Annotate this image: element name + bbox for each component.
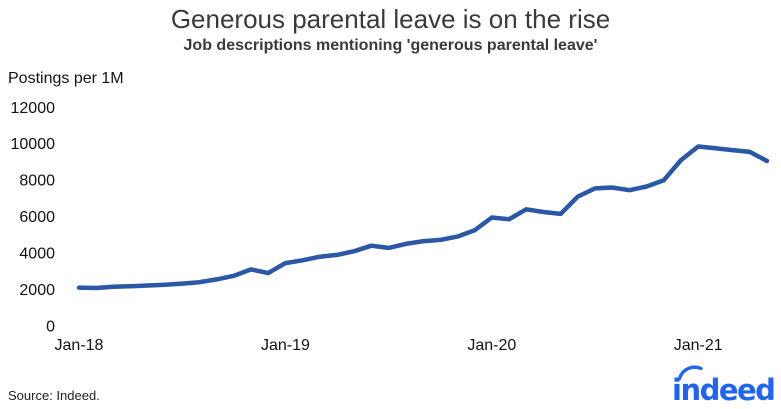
chart-subtitle: Job descriptions mentioning 'generous pa… [183,37,598,54]
indeed-logo: indeed [663,363,779,407]
y-tick-label: 0 [46,318,55,335]
indeed-logo-graphic: indeed [672,365,776,407]
indeed-logo-text: indeed [672,373,774,407]
y-tick-label: 6000 [19,209,55,226]
x-tick-label: Jan-20 [467,337,516,354]
x-tick-label: Jan-18 [55,337,104,354]
chart-title: Generous parental leave is on the rise [170,4,611,34]
indeed-swoosh-icon [677,365,703,381]
y-axis-title: Postings per 1M [8,70,124,87]
trend-line [76,144,770,291]
x-tick-label: Jan-19 [261,337,310,354]
x-tick-label: Jan-21 [674,337,723,354]
y-tick-label: 2000 [19,282,55,299]
y-tick-label: 12000 [11,100,56,117]
source-note: Source: Indeed. [8,388,100,403]
y-tick-label: 4000 [19,246,55,263]
y-tick-label: 10000 [11,136,56,153]
y-tick-label: 8000 [19,173,55,190]
